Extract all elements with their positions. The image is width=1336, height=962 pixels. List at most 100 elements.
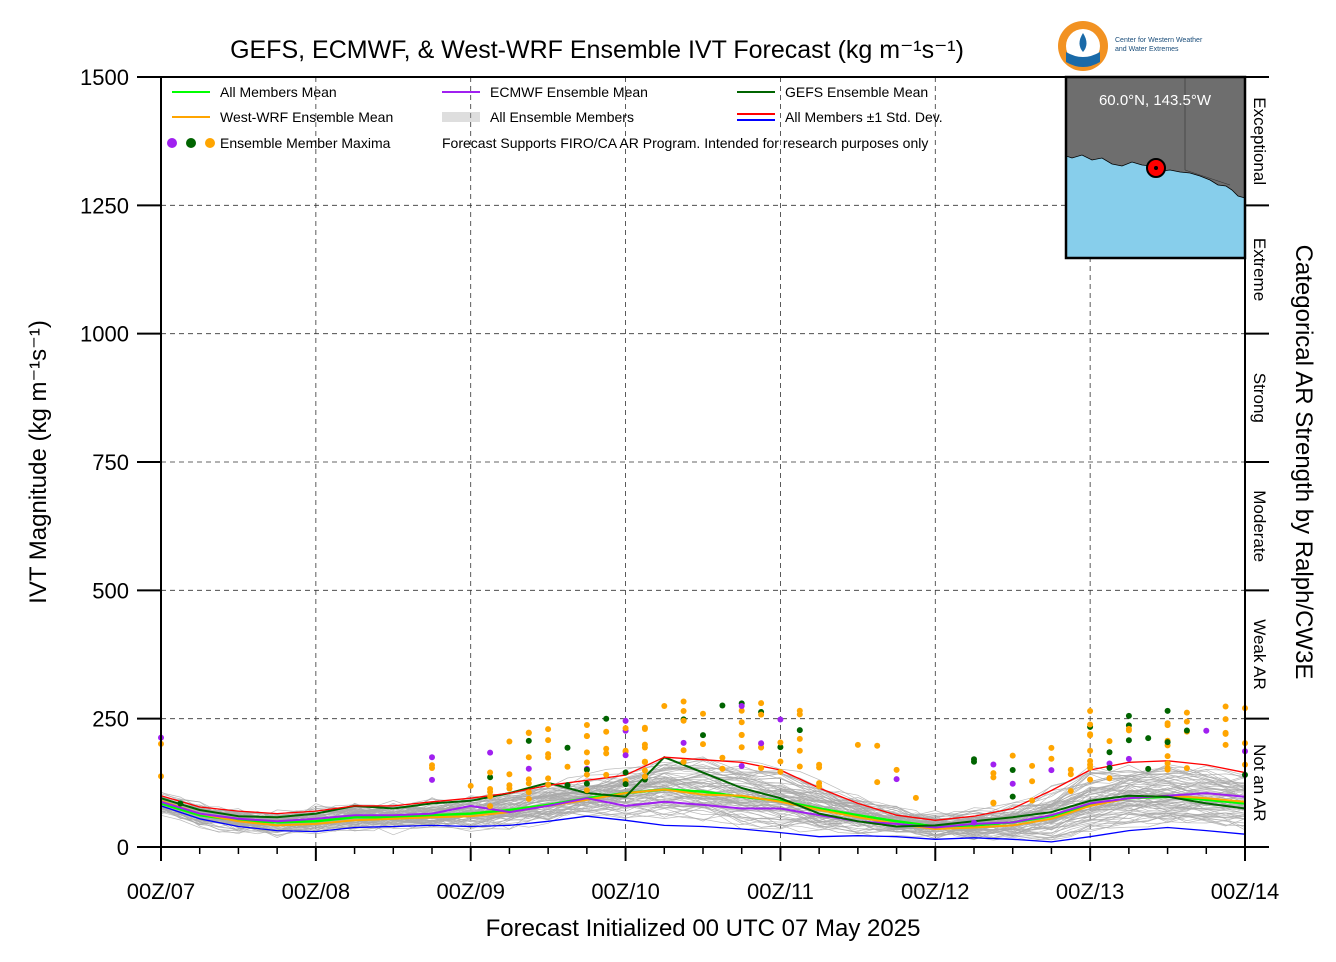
- category-label: Weak AR: [1250, 619, 1269, 690]
- category-label: Moderate: [1250, 490, 1269, 562]
- member-maximum-dot: [545, 737, 552, 744]
- member-maximum-dot: [758, 700, 765, 707]
- category-axis: Not an AR Weak AR Moderate Strong Extreme Exc…: [1245, 76, 1269, 848]
- member-maximum-dot: [622, 717, 629, 724]
- logo-drop-icon: [1079, 33, 1087, 52]
- member-maximum-dot: [738, 763, 745, 769]
- legend-swatch-dot: [167, 138, 177, 148]
- member-maximum-dot: [1106, 764, 1113, 771]
- member-maximum-dot: [680, 747, 687, 754]
- member-maximum-dot: [874, 779, 881, 786]
- member-maximum-dot: [1164, 766, 1171, 773]
- member-maximum-dot: [487, 769, 494, 776]
- member-maximum-dot: [487, 803, 494, 810]
- x-tick-label: 00Z/10: [591, 879, 660, 904]
- member-maximum-dot: [1125, 727, 1132, 734]
- inset-location-label: 60.0°N, 143.5°W: [1099, 92, 1212, 109]
- x-tick-label: 00Z/14: [1211, 879, 1280, 904]
- logo-text-line2: and Water Extremes: [1115, 46, 1179, 53]
- x-tick-label: 00Z/08: [282, 879, 351, 904]
- member-maximum-dot: [700, 741, 706, 748]
- member-maximum-dot: [429, 765, 435, 771]
- member-maximum-dot: [758, 765, 765, 772]
- member-maximum-dot: [583, 771, 590, 778]
- member-maximum-dot: [545, 751, 552, 758]
- member-maximum-dot: [525, 737, 532, 744]
- x-tick-label: 00Z/09: [436, 879, 505, 904]
- inset-border: [1184, 169, 1231, 186]
- member-maximum-dot: [487, 788, 494, 795]
- member-maximum-dot: [777, 739, 784, 746]
- ensemble-member-line: [161, 756, 1245, 821]
- member-maximum-dot: [1087, 731, 1094, 738]
- member-maximum-dot: [525, 780, 532, 787]
- member-maximum-dot: [1222, 741, 1229, 748]
- member-maximum-dot: [603, 745, 610, 752]
- series-group: [161, 756, 1245, 843]
- member-maximum-dot: [583, 766, 590, 773]
- member-maximum-dot: [1125, 712, 1132, 719]
- legend-label: All Ensemble Members: [490, 109, 634, 125]
- x-tick-label: 00Z/13: [1056, 879, 1125, 904]
- location-marker-center: [1154, 166, 1158, 170]
- member-maximum-dot: [1106, 775, 1113, 782]
- member-maximum-dot: [564, 744, 571, 751]
- member-maximum-dot: [506, 785, 513, 792]
- member-maximum-dot: [719, 765, 726, 772]
- member-maximum-dot: [641, 767, 648, 774]
- member-maximum-dot: [545, 775, 552, 782]
- member-maximum-dot: [1087, 776, 1094, 783]
- category-label: Exceptional: [1250, 97, 1269, 185]
- member-maximum-dot: [1125, 737, 1132, 744]
- series-line: [161, 788, 1245, 828]
- member-maximum-dot: [1222, 729, 1229, 736]
- member-maximum-dot: [564, 782, 571, 789]
- member-maximum-dot: [796, 711, 803, 718]
- member-maximum-dot: [1087, 708, 1094, 714]
- category-label: Extreme: [1250, 238, 1269, 301]
- y-tick-label: 500: [92, 578, 129, 603]
- member-maximum-dot: [796, 747, 803, 754]
- cw3e-logo: Center for Western Weather and Water Ext…: [1058, 21, 1203, 71]
- member-maximum-dot: [777, 768, 784, 775]
- member-maximum-dot: [487, 774, 494, 781]
- member-maxima: [158, 698, 1248, 826]
- member-maximum-dot: [1106, 749, 1113, 756]
- member-maximum-dot: [1164, 760, 1171, 767]
- ensemble-member-line: [161, 800, 1245, 838]
- ensemble-member-line: [161, 799, 1245, 828]
- member-maximum-dot: [816, 783, 823, 790]
- y-tick-label: 750: [92, 450, 129, 475]
- series-line: [161, 788, 1245, 830]
- member-maximum-dot: [545, 726, 552, 733]
- y-tick-label: 1250: [80, 193, 129, 218]
- y-tick-label: 1000: [80, 322, 129, 347]
- member-maximum-dot: [738, 732, 745, 738]
- member-maximum-dot: [603, 750, 610, 757]
- member-maximum-dot: [583, 780, 590, 787]
- member-maximum-dot: [777, 758, 784, 765]
- member-maximum-dot: [893, 766, 900, 773]
- member-maximum-dot: [758, 744, 765, 751]
- member-maximum-dot: [1164, 739, 1171, 746]
- member-maximum-dot: [641, 741, 648, 748]
- member-maximum-dot: [525, 795, 532, 802]
- member-maximum-dot: [622, 769, 629, 776]
- member-maximum-dot: [700, 732, 706, 739]
- ensemble-member-line: [161, 776, 1245, 827]
- member-maximum-dot: [525, 765, 532, 772]
- member-maximum-dot: [583, 722, 590, 728]
- member-maximum-dot: [990, 774, 997, 781]
- member-maximum-dot: [487, 749, 494, 756]
- member-maximum-dot: [487, 793, 494, 800]
- member-maximum-dot: [506, 771, 513, 778]
- member-maximum-dot: [796, 727, 803, 734]
- member-maximum-dot: [1067, 788, 1074, 794]
- member-maximum-dot: [1106, 738, 1113, 745]
- member-maximum-dot: [912, 794, 919, 801]
- member-maximum-dot: [719, 702, 726, 709]
- member-maximum-dot: [1087, 747, 1094, 754]
- chart-title: GEFS, ECMWF, & West-WRF Ensemble IVT For…: [230, 36, 964, 64]
- y-tick-label: 0: [117, 835, 129, 860]
